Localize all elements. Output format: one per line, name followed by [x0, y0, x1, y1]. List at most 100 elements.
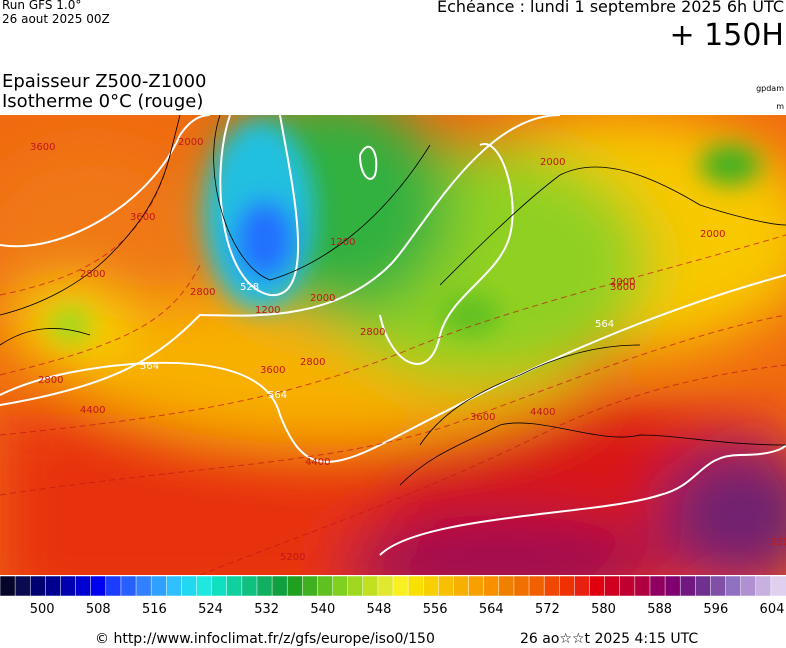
unit-gpdam: gpdam: [756, 84, 784, 93]
colorbar-cell: [468, 576, 485, 597]
colorbar-tick-label: 604: [760, 602, 785, 617]
contour-label: 5200: [770, 537, 786, 548]
colorbar-cell: [574, 576, 591, 597]
contour-label: 2000: [178, 137, 203, 148]
contour-label: 2800: [38, 375, 63, 386]
colorbar-cell: [649, 576, 666, 597]
colorbar-cell: [120, 576, 137, 597]
colorbar-cell: [559, 576, 576, 597]
colorbar-cell: [271, 576, 288, 597]
colorbar-cell: [317, 576, 334, 597]
run-label: Run GFS 1.0°: [2, 0, 82, 12]
contour-label: 5200: [280, 552, 305, 563]
colorbar-cell: [664, 576, 681, 597]
colorbar-cell: [135, 576, 152, 597]
colorbar-cell: [755, 576, 772, 597]
contour-label: 3600: [30, 142, 55, 153]
thickness-contours: [0, 115, 786, 556]
colorbar: 500 508 516 524 532 540 548 556 564 572 580 588 596 6…: [0, 576, 786, 617]
colorbar-cell: [453, 576, 470, 597]
colorbar-tick-label: 500: [30, 602, 55, 617]
colorbar-cell: [528, 576, 545, 597]
colorbar-cell: [392, 576, 409, 597]
colorbar-tick-label: 524: [198, 602, 223, 617]
contour-label: 4400: [530, 407, 555, 418]
contour-label: 2000: [540, 157, 565, 168]
colorbar-tick-label: 532: [254, 602, 279, 617]
colorbar-tick-label: 540: [310, 602, 335, 617]
contour-label: 528: [240, 282, 259, 293]
colorbar-cell: [332, 576, 349, 597]
colorbar-cell: [725, 576, 742, 597]
footer-source: © http://www.infoclimat.fr/z/gfs/europe/…: [95, 631, 435, 647]
map: 3600 200036002800528120012002000280028002…: [0, 115, 786, 575]
colorbar-cell: [302, 576, 319, 597]
footer-generated: 26 ao☆☆t 2025 4:15 UTC: [520, 631, 699, 647]
colorbar-cell: [679, 576, 697, 597]
colorbar-tick-label: 588: [647, 602, 672, 617]
title-thickness: Epaisseur Z500-Z1000: [2, 71, 207, 92]
colorbar-cell: [377, 576, 394, 597]
colorbar-cell: [60, 576, 77, 597]
colorbar-cell: [422, 576, 440, 597]
colorbar-cell: [241, 576, 258, 597]
colorbar-cell: [347, 576, 364, 597]
colorbar-tick-label: 508: [86, 602, 111, 617]
colorbar-cell: [604, 576, 621, 597]
colorbar-cell: [226, 576, 243, 597]
contour-label: 2800: [190, 287, 215, 298]
colorbar-cell: [770, 576, 786, 597]
colorbar-cell: [105, 576, 122, 597]
colorbar-tick-label: 564: [479, 602, 504, 617]
colorbar-tick-label: 556: [423, 602, 448, 617]
contour-label: 1200: [255, 305, 280, 316]
contour-label: 564: [268, 390, 287, 401]
colorbar-tick-label: 596: [703, 602, 728, 617]
contour-label: 564: [595, 319, 614, 330]
colorbar-cell: [710, 576, 727, 597]
colorbar-tick-label: 572: [535, 602, 560, 617]
colorbar-cell: [695, 576, 712, 597]
title-isotherm: Isotherme 0°C (rouge): [2, 91, 204, 112]
unit-m: m: [776, 102, 784, 111]
colorbar-cell: [362, 576, 379, 597]
contour-label: 2000: [310, 293, 335, 304]
colorbar-tick-label: 548: [367, 602, 392, 617]
coastlines: [0, 115, 786, 486]
lead-time: + 150H: [669, 18, 785, 53]
colorbar-cell: [619, 576, 636, 597]
colorbar-cell: [45, 576, 62, 597]
contour-label: 4400: [80, 405, 105, 416]
contour-label: 3600: [470, 412, 495, 423]
colorbar-tick-label: 516: [142, 602, 167, 617]
contour-label: 564: [140, 361, 159, 372]
colorbar-cell: [634, 576, 651, 597]
thickness-field: 3600 200036002800528120012002000280028002…: [0, 115, 786, 575]
colorbar-cell: [589, 576, 606, 597]
colorbar-cell: [196, 576, 213, 597]
contour-labels: 3600 200036002800528120012002000280028002…: [30, 137, 786, 563]
colorbar-cell: [150, 576, 168, 597]
contour-label: 2000: [610, 277, 635, 288]
colorbar-cell: [286, 576, 304, 597]
colorbar-cell: [256, 576, 273, 597]
colorbar-cell: [14, 576, 31, 597]
colorbar-cell: [29, 576, 47, 597]
valid-time: Echéance : lundi 1 septembre 2025 6h UTC: [437, 0, 784, 16]
colorbar-cell: [0, 576, 16, 597]
colorbar-cell: [513, 576, 530, 597]
contour-label: 3600: [260, 365, 285, 376]
contour-label: 3600: [130, 212, 155, 223]
colorbar-cell: [438, 576, 455, 597]
colorbar-cell: [483, 576, 500, 597]
contour-label: 2000: [700, 229, 725, 240]
colorbar-cell: [75, 576, 92, 597]
contour-label: 3600: [610, 282, 635, 293]
colorbar-tick-label: 580: [591, 602, 616, 617]
colorbar-cell: [407, 576, 424, 597]
colorbar-cell: [498, 576, 515, 597]
colorbar-cell: [90, 576, 107, 597]
contour-label: 4400: [305, 457, 330, 468]
run-date: 26 aout 2025 00Z: [2, 12, 110, 26]
